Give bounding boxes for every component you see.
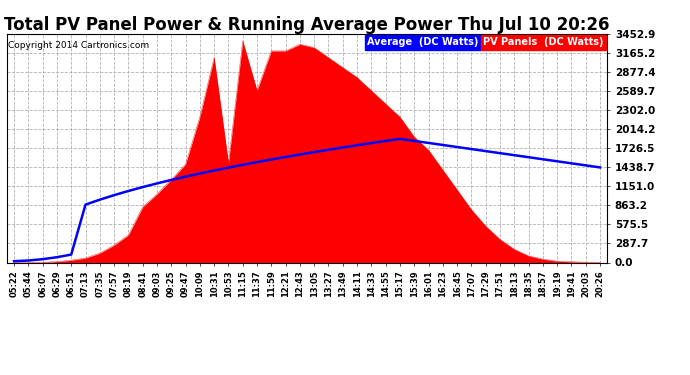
Text: Average  (DC Watts): Average (DC Watts) (367, 37, 478, 47)
Text: Copyright 2014 Cartronics.com: Copyright 2014 Cartronics.com (8, 40, 149, 50)
Title: Total PV Panel Power & Running Average Power Thu Jul 10 20:26: Total PV Panel Power & Running Average P… (4, 16, 610, 34)
Text: PV Panels  (DC Watts): PV Panels (DC Watts) (483, 37, 604, 47)
